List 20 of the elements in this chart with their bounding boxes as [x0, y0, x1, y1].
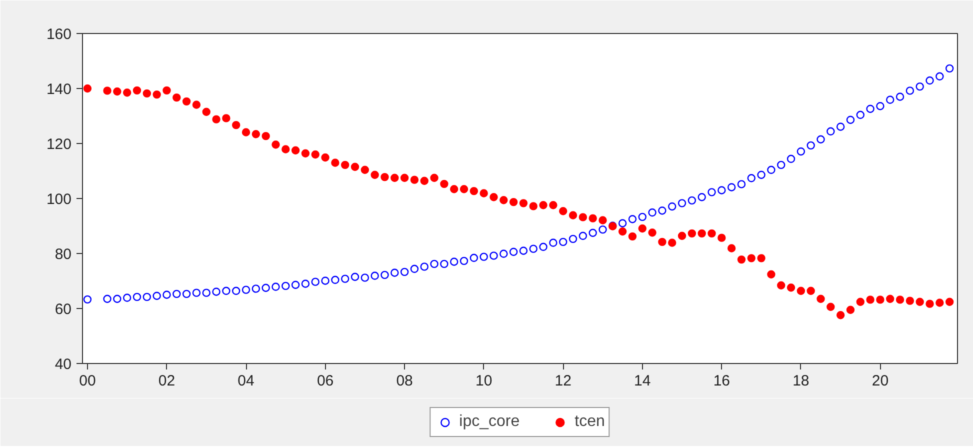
x-tick-label: 18	[792, 372, 810, 390]
y-tick-label: 160	[46, 26, 72, 43]
x-tick-label: 00	[79, 372, 96, 390]
legend-label: tcen	[574, 413, 605, 431]
x-tick-label: 10	[475, 372, 492, 390]
y-tick-label: 40	[54, 356, 72, 373]
x-tick-label: 16	[713, 372, 730, 390]
y-tick-label: 140	[46, 81, 72, 98]
x-tick-label: 08	[396, 372, 413, 390]
y-tick-label: 100	[46, 191, 72, 208]
y-tick-label: 60	[54, 301, 72, 318]
x-tick-label: 12	[554, 372, 572, 390]
x-tick-label: 14	[634, 372, 651, 390]
y-tick-label: 120	[46, 136, 72, 153]
x-tick-label: 02	[158, 372, 176, 390]
legend-label: ipc_core	[459, 413, 520, 431]
x-tick-label: 04	[238, 372, 254, 390]
x-tick-label: 06	[316, 372, 334, 390]
x-tick-label: 20	[872, 372, 889, 390]
y-tick-label: 80	[54, 246, 72, 263]
